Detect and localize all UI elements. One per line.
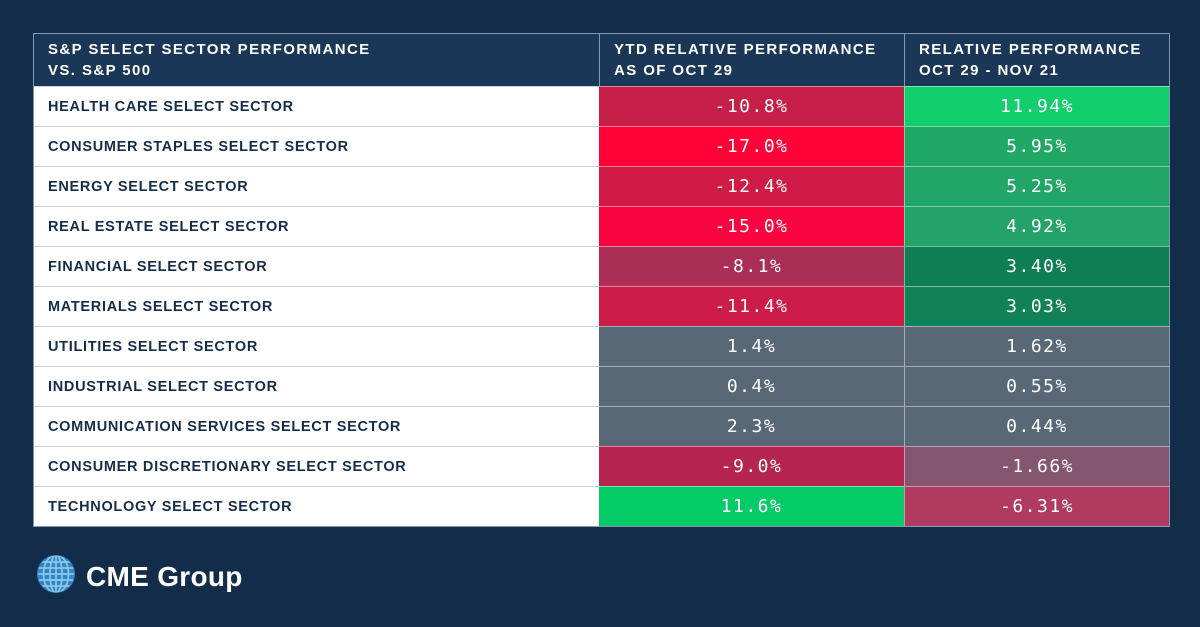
ytd-value-cell: 2.3% (599, 406, 904, 446)
table-row: FINANCIAL SELECT SECTOR -8.1% 3.40% (34, 246, 1169, 286)
table-row: COMMUNICATION SERVICES SELECT SECTOR 2.3… (34, 406, 1169, 446)
table-header-row: S&P SELECT SECTOR PERFORMANCE VS. S&P 50… (34, 34, 1169, 86)
recent-value-cell: -1.66% (904, 446, 1169, 486)
sector-name: UTILITIES SELECT SECTOR (34, 326, 599, 366)
ytd-value-cell: 1.4% (599, 326, 904, 366)
header-ytd-line2: AS OF OCT 29 (614, 62, 734, 79)
sector-name: MATERIALS SELECT SECTOR (34, 286, 599, 326)
table-row: INDUSTRIAL SELECT SECTOR 0.4% 0.55% (34, 366, 1169, 406)
ytd-value-cell: -8.1% (599, 246, 904, 286)
recent-value-cell: 0.44% (904, 406, 1169, 446)
header-title-line2: VS. S&P 500 (48, 62, 152, 79)
header-recent-column: RELATIVE PERFORMANCE OCT 29 - NOV 21 (904, 34, 1169, 86)
recent-value-cell: 1.62% (904, 326, 1169, 366)
sector-name: FINANCIAL SELECT SECTOR (34, 246, 599, 286)
table-row: UTILITIES SELECT SECTOR 1.4% 1.62% (34, 326, 1169, 366)
recent-value-cell: 5.95% (904, 126, 1169, 166)
header-sector-column: S&P SELECT SECTOR PERFORMANCE VS. S&P 50… (34, 34, 599, 86)
table-row: REAL ESTATE SELECT SECTOR -15.0% 4.92% (34, 206, 1169, 246)
recent-value-cell: 4.92% (904, 206, 1169, 246)
sector-name: INDUSTRIAL SELECT SECTOR (34, 366, 599, 406)
header-recent-line2: OCT 29 - NOV 21 (919, 62, 1060, 79)
recent-value-cell: 3.03% (904, 286, 1169, 326)
table-row: CONSUMER DISCRETIONARY SELECT SECTOR -9.… (34, 446, 1169, 486)
table-row: ENERGY SELECT SECTOR -12.4% 5.25% (34, 166, 1169, 206)
cme-group-logo: CME Group (36, 554, 243, 599)
ytd-value-cell: 0.4% (599, 366, 904, 406)
sector-name: ENERGY SELECT SECTOR (34, 166, 599, 206)
recent-value-cell: 3.40% (904, 246, 1169, 286)
ytd-value-cell: 11.6% (599, 486, 904, 526)
header-ytd-line1: YTD RELATIVE PERFORMANCE (614, 41, 877, 58)
logo-wordmark: CME Group (86, 560, 243, 592)
recent-value-cell: -6.31% (904, 486, 1169, 526)
table-row: CONSUMER STAPLES SELECT SECTOR -17.0% 5.… (34, 126, 1169, 166)
table-row: HEALTH CARE SELECT SECTOR -10.8% 11.94% (34, 86, 1169, 126)
recent-value-cell: 0.55% (904, 366, 1169, 406)
sector-performance-table: S&P SELECT SECTOR PERFORMANCE VS. S&P 50… (33, 33, 1170, 527)
ytd-value-cell: -11.4% (599, 286, 904, 326)
ytd-value-cell: -15.0% (599, 206, 904, 246)
globe-icon (36, 554, 76, 599)
ytd-value-cell: -9.0% (599, 446, 904, 486)
sector-name: TECHNOLOGY SELECT SECTOR (34, 486, 599, 526)
sector-name: CONSUMER DISCRETIONARY SELECT SECTOR (34, 446, 599, 486)
sector-name: REAL ESTATE SELECT SECTOR (34, 206, 599, 246)
ytd-value-cell: -17.0% (599, 126, 904, 166)
sector-name: COMMUNICATION SERVICES SELECT SECTOR (34, 406, 599, 446)
sector-name: HEALTH CARE SELECT SECTOR (34, 86, 599, 126)
recent-value-cell: 11.94% (904, 86, 1169, 126)
sector-name: CONSUMER STAPLES SELECT SECTOR (34, 126, 599, 166)
header-recent-line1: RELATIVE PERFORMANCE (919, 41, 1142, 58)
recent-value-cell: 5.25% (904, 166, 1169, 206)
header-ytd-column: YTD RELATIVE PERFORMANCE AS OF OCT 29 (599, 34, 904, 86)
ytd-value-cell: -12.4% (599, 166, 904, 206)
table-row: TECHNOLOGY SELECT SECTOR 11.6% -6.31% (34, 486, 1169, 526)
table-row: MATERIALS SELECT SECTOR -11.4% 3.03% (34, 286, 1169, 326)
header-title-line1: S&P SELECT SECTOR PERFORMANCE (48, 41, 371, 58)
ytd-value-cell: -10.8% (599, 86, 904, 126)
